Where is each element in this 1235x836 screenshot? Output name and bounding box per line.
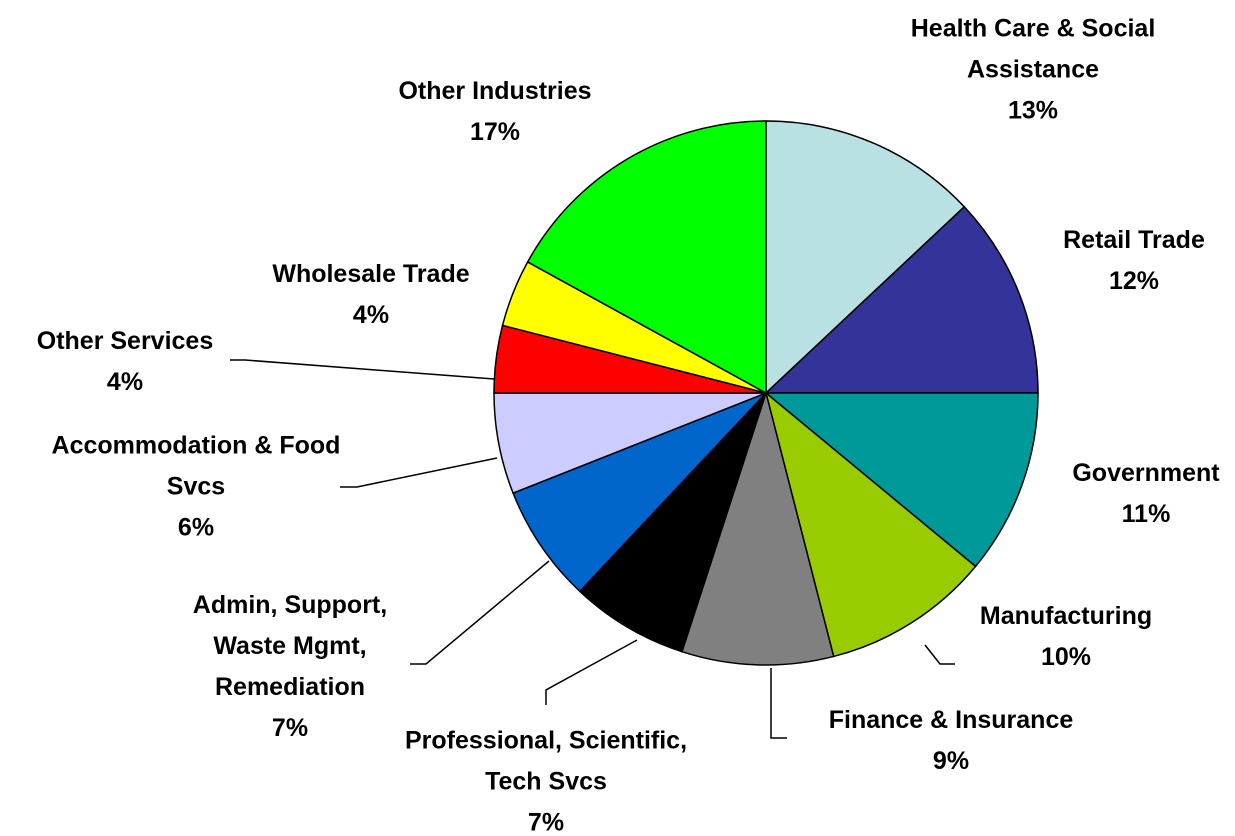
pie-slice [764,390,977,658]
value-label: 10% [1040,643,1092,671]
slice-label: Admin, Support, Waste Mgmt, Remediation 7… [170,585,410,749]
category-label: Professional, Scientific, Tech Svcs [404,726,688,796]
category-label: Finance & Insurance [828,706,1074,734]
slices [493,120,1039,666]
slice-label: Other Services 4% [0,321,255,403]
leader-line [340,457,498,488]
slice-label: Finance & Insurance 9% [781,700,1121,782]
slice-label: Wholesale Trade 4% [221,254,521,336]
value-label: 13% [1007,96,1059,125]
value-label: 6% [177,513,215,542]
slice-label: Professional, Scientific, Tech Svcs 7% [376,721,716,836]
value-label: 11% [1121,500,1171,528]
category-label: Manufacturing [979,602,1153,630]
slice-label: Accommodation & Food Svcs 6% [46,426,346,549]
pie-slice [578,392,767,653]
slice-label: Manufacturing 10% [936,596,1196,678]
leader-line [770,668,787,739]
slice-label: Health Care & Social Assistance 13% [863,9,1203,132]
value-label: 9% [932,747,970,775]
category-label: Admin, Support, Waste Mgmt, Remediation [192,591,388,701]
leader-lines [230,359,955,739]
leader-line [545,639,638,705]
category-label: Other Services [36,327,214,355]
slice-label: Retail Trade 12% [1004,220,1235,302]
category-label: Retail Trade [1063,226,1205,254]
category-label: Accommodation & Food Svcs [51,431,341,501]
pie-slice [765,120,966,395]
pie-slice [512,392,767,593]
value-label: 4% [106,368,144,396]
slice-label: Government 11% [1016,453,1235,535]
category-label: Health Care & Social Assistance [910,14,1156,84]
leader-line [410,560,550,665]
category-label: Government [1072,459,1220,487]
pie-slice [526,120,767,395]
slice-label: Other Industries 17% [345,71,645,153]
leader-line [230,359,495,380]
value-label: 7% [527,808,565,836]
value-label: 7% [271,714,309,742]
category-label: Other Industries [398,77,592,105]
value-label: 12% [1108,267,1160,295]
category-label: Wholesale Trade [272,260,470,288]
value-label: 4% [352,301,390,329]
leader-line [924,644,955,665]
pie-slice [681,390,835,666]
pie-slice [763,392,1039,568]
pie-slice [764,205,1039,394]
value-label: 17% [469,118,521,146]
